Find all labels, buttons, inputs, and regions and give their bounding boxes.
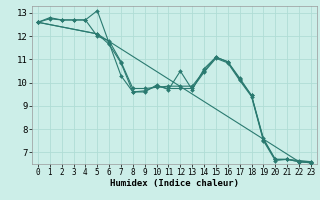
X-axis label: Humidex (Indice chaleur): Humidex (Indice chaleur) — [110, 179, 239, 188]
